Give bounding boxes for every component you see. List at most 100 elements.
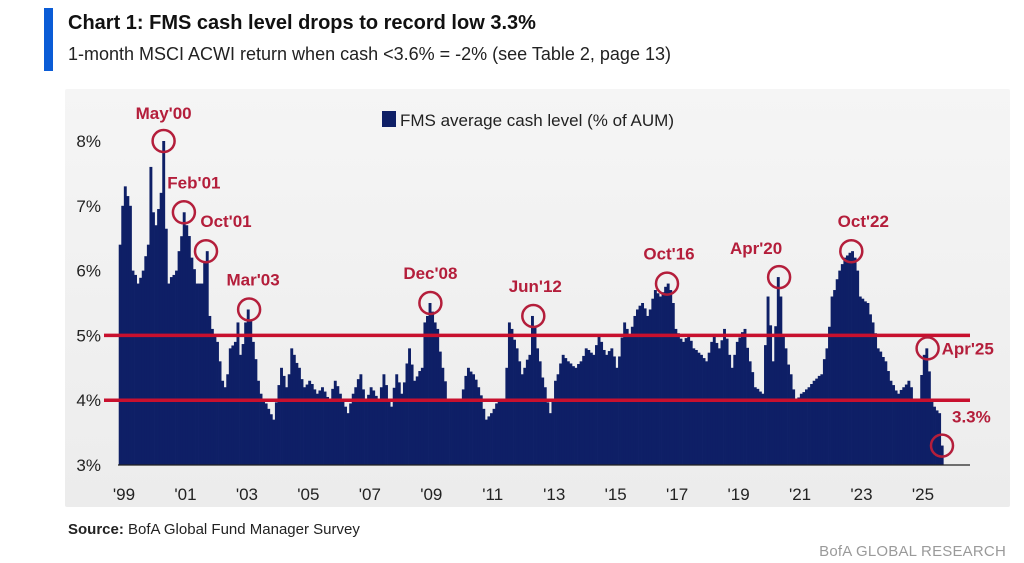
data-bar bbox=[159, 192, 163, 465]
data-bar bbox=[912, 400, 916, 465]
accent-bar bbox=[44, 8, 53, 71]
data-bar bbox=[915, 400, 919, 465]
data-bar bbox=[751, 372, 755, 465]
data-bar bbox=[551, 399, 555, 465]
data-bar bbox=[561, 354, 565, 465]
data-bar bbox=[851, 251, 854, 465]
data-bar bbox=[589, 352, 593, 465]
data-bar bbox=[277, 385, 281, 465]
data-bar bbox=[618, 356, 621, 465]
data-bar bbox=[303, 387, 306, 465]
x-tick-label: '15 bbox=[605, 485, 627, 504]
data-bar bbox=[909, 387, 913, 465]
chart-subtitle: 1-month MSCI ACWI return when cash <3.6%… bbox=[68, 44, 671, 64]
annotation-circle bbox=[151, 128, 176, 154]
data-bar bbox=[602, 349, 606, 465]
data-bar bbox=[728, 354, 732, 465]
data-bar bbox=[830, 296, 834, 465]
data-bar bbox=[784, 348, 788, 465]
data-bar bbox=[177, 251, 181, 465]
data-bar bbox=[218, 361, 222, 465]
y-tick-label: 8% bbox=[76, 132, 101, 151]
data-bar bbox=[162, 141, 166, 465]
data-bar bbox=[282, 375, 286, 465]
data-bar bbox=[297, 367, 301, 465]
data-bar bbox=[815, 378, 819, 465]
annotation-circle bbox=[171, 200, 197, 225]
data-bar bbox=[257, 380, 260, 465]
data-bar bbox=[884, 361, 888, 465]
data-bar bbox=[899, 389, 903, 465]
data-bar bbox=[351, 393, 355, 465]
data-bar bbox=[746, 347, 750, 465]
data-bar bbox=[267, 408, 271, 465]
data-bar bbox=[231, 345, 235, 465]
data-bar bbox=[805, 389, 808, 465]
data-bar bbox=[802, 392, 806, 465]
data-bar bbox=[792, 389, 796, 465]
data-bar bbox=[518, 361, 522, 465]
data-bar bbox=[287, 374, 291, 465]
annotation-circle bbox=[766, 264, 792, 290]
data-bar bbox=[385, 385, 388, 465]
data-bar bbox=[274, 402, 278, 465]
data-bar bbox=[272, 419, 276, 465]
data-bar bbox=[313, 389, 317, 465]
data-bar bbox=[610, 348, 614, 465]
data-bar bbox=[134, 274, 137, 465]
data-bar bbox=[904, 384, 908, 465]
data-bar bbox=[748, 361, 752, 465]
data-bar bbox=[505, 367, 509, 465]
data-bar bbox=[669, 290, 673, 465]
data-bar bbox=[492, 408, 496, 465]
data-bar bbox=[454, 400, 458, 465]
data-bar bbox=[244, 322, 248, 465]
data-bar bbox=[656, 293, 660, 465]
annotation-label: Jun'12 bbox=[509, 277, 562, 296]
data-bar bbox=[390, 406, 394, 465]
data-bar bbox=[559, 363, 563, 465]
data-bar bbox=[361, 389, 365, 465]
data-bar bbox=[689, 340, 693, 465]
data-bar bbox=[897, 393, 901, 465]
data-bar bbox=[210, 328, 214, 465]
data-bar bbox=[246, 309, 250, 465]
y-tick-label: 5% bbox=[76, 326, 101, 345]
data-bar bbox=[198, 283, 202, 465]
data-bar bbox=[149, 166, 153, 466]
data-bar bbox=[646, 315, 650, 465]
x-tick-label: '19 bbox=[728, 485, 750, 504]
data-bar bbox=[172, 274, 176, 465]
data-bar bbox=[236, 322, 240, 465]
data-bar bbox=[195, 283, 199, 465]
data-bar bbox=[871, 322, 875, 465]
annotation-label: Oct'16 bbox=[643, 245, 694, 264]
annotation-label: May'00 bbox=[136, 104, 192, 123]
data-bar bbox=[292, 354, 296, 465]
data-bar bbox=[175, 270, 178, 465]
data-bar bbox=[825, 348, 829, 465]
data-bar bbox=[359, 374, 363, 465]
data-bar bbox=[131, 270, 135, 465]
data-bar bbox=[379, 387, 383, 465]
annotation-label: Feb'01 bbox=[167, 173, 220, 192]
data-bar bbox=[472, 374, 476, 465]
annotation-circle bbox=[654, 271, 680, 296]
y-tick-label: 4% bbox=[76, 391, 101, 410]
data-bar bbox=[146, 244, 150, 465]
data-bar bbox=[930, 400, 934, 465]
data-bar bbox=[623, 322, 627, 465]
data-bar bbox=[328, 400, 332, 465]
x-tick-label: '17 bbox=[666, 485, 688, 504]
annotation-label: Oct'01 bbox=[200, 212, 251, 231]
data-bar bbox=[502, 400, 506, 465]
data-bar bbox=[541, 377, 545, 465]
data-bar bbox=[894, 390, 898, 465]
annotation-label: Mar'03 bbox=[227, 271, 280, 290]
x-tick-label: '21 bbox=[789, 485, 811, 504]
x-tick-label: '07 bbox=[359, 485, 381, 504]
data-bar bbox=[869, 314, 872, 465]
data-bar bbox=[395, 374, 399, 465]
data-bar bbox=[566, 361, 570, 465]
data-bar bbox=[556, 374, 560, 465]
